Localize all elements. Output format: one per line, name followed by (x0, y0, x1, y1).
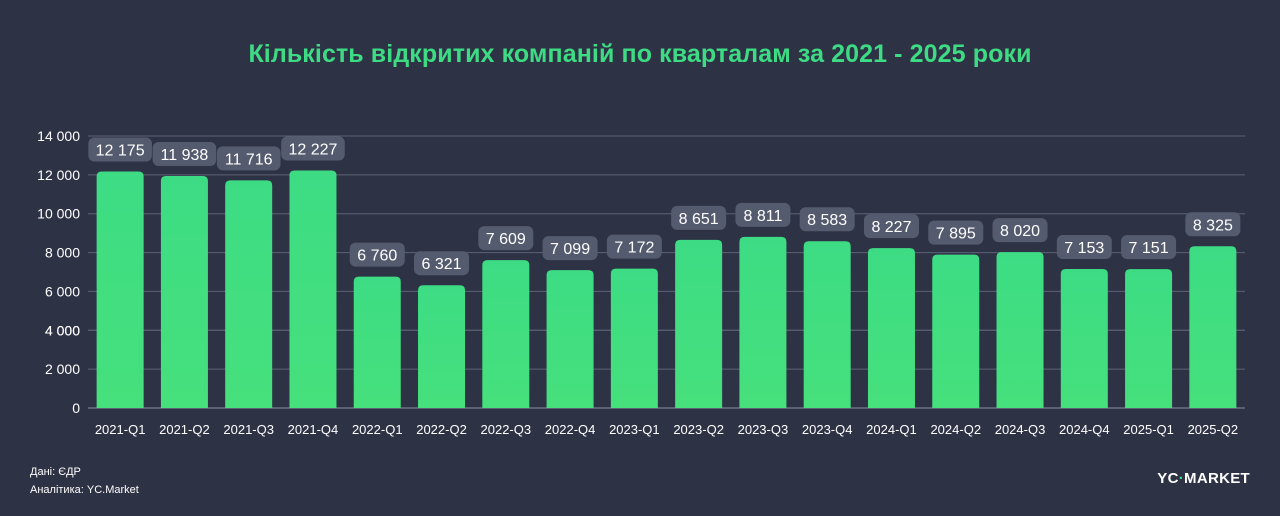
bar-2024-Q4 (1060, 269, 1108, 408)
data-label-box (216, 146, 281, 171)
data-label-box (414, 251, 470, 276)
bar-2022-Q4 (546, 270, 594, 408)
data-label: 7 609 (486, 231, 526, 248)
bar-2022-Q2 (418, 285, 466, 408)
data-label: 7 172 (614, 240, 654, 257)
data-label-box (928, 220, 984, 245)
x-tick-label: 2022-Q4 (545, 422, 596, 437)
data-label-box (152, 142, 217, 167)
data-label: 8 227 (871, 219, 911, 236)
bar-2024-Q1 (867, 248, 915, 408)
bar-2025-Q1 (1125, 269, 1173, 408)
x-tick-label: 2022-Q2 (416, 422, 467, 437)
x-tick-label: 2022-Q1 (352, 422, 403, 437)
data-label-box (671, 205, 727, 230)
data-label-box (1121, 235, 1177, 260)
chart-title: Кількість відкритих компаній по квартала… (248, 40, 1032, 68)
y-tick-label: 12 000 (37, 167, 80, 183)
bar-2021-Q2 (160, 176, 208, 408)
x-tick-label: 2023-Q2 (673, 422, 724, 437)
y-tick-label: 2 000 (45, 361, 80, 377)
data-label: 7 153 (1064, 240, 1104, 257)
data-label: 12 227 (289, 141, 338, 158)
data-label-box (542, 236, 598, 261)
bar-2021-Q3 (225, 180, 273, 408)
brand-dot: · (1178, 470, 1185, 487)
x-tick-label: 2021-Q3 (223, 422, 274, 437)
data-label: 6 321 (422, 256, 462, 273)
y-tick-label: 0 (72, 400, 80, 416)
data-label-box (281, 136, 345, 161)
x-tick-label: 2023-Q1 (609, 422, 660, 437)
data-label: 11 716 (225, 151, 273, 168)
bar-2023-Q1 (610, 268, 658, 408)
bar-2025-Q2 (1189, 246, 1237, 408)
bar-2022-Q1 (353, 276, 401, 408)
y-tick-label: 14 000 (37, 128, 80, 144)
data-label: 7 151 (1129, 240, 1169, 257)
x-tick-label: 2025-Q2 (1188, 422, 1239, 437)
y-tick-label: 10 000 (37, 206, 80, 222)
x-tick-label: 2024-Q1 (866, 422, 917, 437)
data-label-box (1056, 235, 1112, 260)
data-source: Дані: ЄДР (30, 466, 81, 478)
x-tick-label: 2024-Q3 (995, 422, 1046, 437)
data-label-box (799, 207, 855, 232)
x-tick-label: 2021-Q1 (95, 422, 146, 437)
y-tick-label: 6 000 (45, 283, 80, 299)
data-label-box (478, 226, 534, 251)
data-label: 7 895 (936, 226, 976, 243)
x-tick-label: 2022-Q3 (481, 422, 532, 437)
x-tick-label: 2025-Q1 (1123, 422, 1174, 437)
data-label: 8 020 (1000, 223, 1040, 240)
bar-2024-Q2 (932, 254, 980, 408)
data-label-box (606, 234, 662, 259)
brand-right: MARKET (1184, 470, 1250, 487)
x-tick-label: 2024-Q2 (930, 422, 981, 437)
y-tick-label: 4 000 (45, 322, 80, 338)
brand-left: YC (1157, 470, 1179, 487)
data-label: 12 175 (96, 142, 145, 159)
data-label: 8 325 (1193, 217, 1233, 234)
data-label-box (863, 214, 919, 239)
bar-2024-Q3 (996, 252, 1044, 408)
x-tick-label: 2023-Q3 (738, 422, 789, 437)
data-label: 8 651 (679, 211, 719, 228)
data-label-box (349, 242, 405, 267)
data-label: 8 811 (743, 208, 782, 225)
bar-2023-Q2 (675, 239, 723, 408)
data-label: 8 583 (807, 212, 847, 229)
x-tick-label: 2021-Q2 (159, 422, 210, 437)
data-label-box (1185, 212, 1241, 237)
data-label: 7 099 (550, 241, 590, 258)
bar-2023-Q4 (803, 241, 851, 408)
bar-2021-Q4 (289, 170, 337, 408)
bar-2023-Q3 (739, 236, 787, 408)
brand-logo: YC·MARKET (1157, 470, 1250, 487)
data-label-box (88, 137, 152, 162)
bar-2022-Q3 (482, 260, 530, 408)
data-label-box (992, 218, 1048, 243)
y-tick-label: 8 000 (45, 245, 80, 261)
analytics-credit: Аналітика: YC.Market (30, 484, 139, 496)
data-label: 11 938 (161, 147, 209, 164)
x-tick-label: 2021-Q4 (288, 422, 339, 437)
data-label-box (735, 202, 791, 227)
x-tick-label: 2023-Q4 (802, 422, 853, 437)
x-tick-label: 2024-Q4 (1059, 422, 1110, 437)
y-tick-label: 4 000 (45, 322, 80, 338)
bar-2021-Q1 (96, 171, 144, 408)
data-label: 6 760 (357, 248, 397, 265)
